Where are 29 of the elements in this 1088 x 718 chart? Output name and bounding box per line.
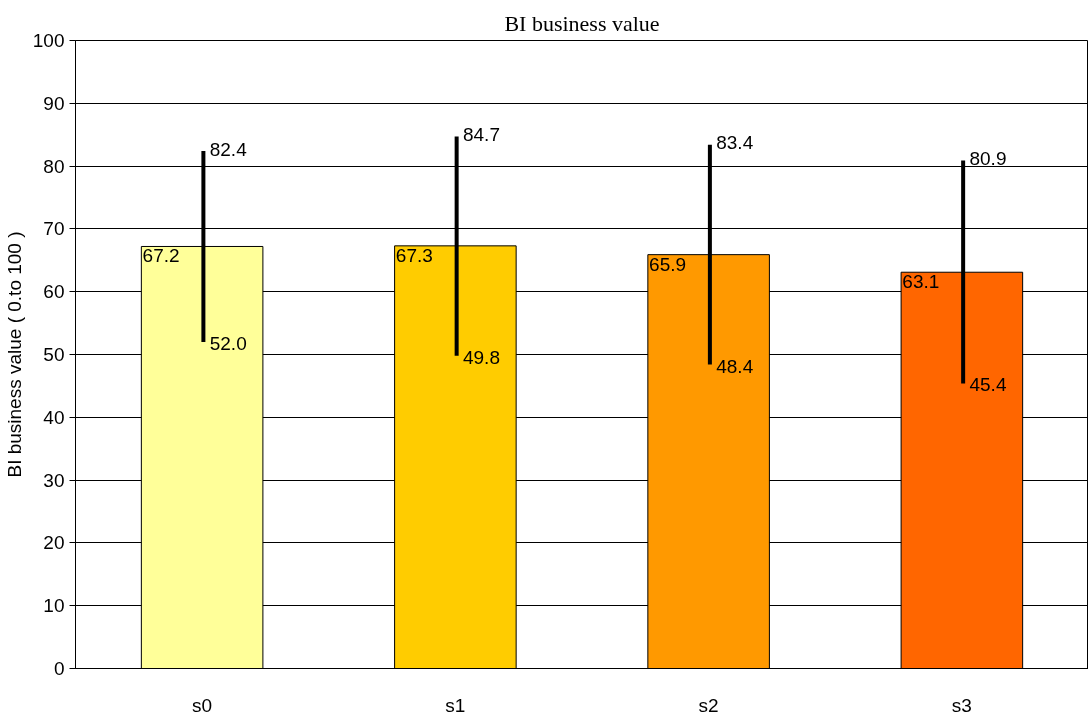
x-tick-label: s2 <box>698 694 719 716</box>
chart-title: BI business value <box>504 10 660 36</box>
y-tick-label: 0 <box>53 658 65 679</box>
annotation: 49.8 <box>462 346 500 368</box>
y-tick-label: 80 <box>43 155 65 177</box>
y-tick-label: 40 <box>43 406 65 428</box>
y-tick-label: 60 <box>43 281 65 303</box>
y-axis-title: BI business value ( 0.to 100 ) <box>3 231 25 478</box>
annotation: 83.4 <box>716 132 754 154</box>
data-label: 65.9 <box>649 253 687 275</box>
y-tick-label: 100 <box>32 30 65 51</box>
data-label: 67.2 <box>142 245 180 267</box>
annotation: 82.4 <box>209 138 248 160</box>
data-label: 67.3 <box>395 244 433 266</box>
y-tick-label: 10 <box>43 595 65 617</box>
x-tick-label: s1 <box>445 694 466 716</box>
data-label: 63.1 <box>902 271 940 293</box>
y-tick-label: 20 <box>43 532 65 554</box>
x-tick-label: s3 <box>951 694 972 716</box>
y-tick-label: 90 <box>43 92 65 114</box>
y-tick-label: 70 <box>43 218 65 240</box>
x-tick-label: s0 <box>192 694 213 716</box>
annotation: 45.4 <box>969 374 1007 396</box>
annotation: 48.4 <box>716 355 754 377</box>
annotation: 52.0 <box>209 332 247 354</box>
annotation: 80.9 <box>969 147 1007 169</box>
y-tick-label: 50 <box>43 344 65 365</box>
y-tick-label: 30 <box>43 469 65 491</box>
annotation: 84.7 <box>462 124 500 146</box>
